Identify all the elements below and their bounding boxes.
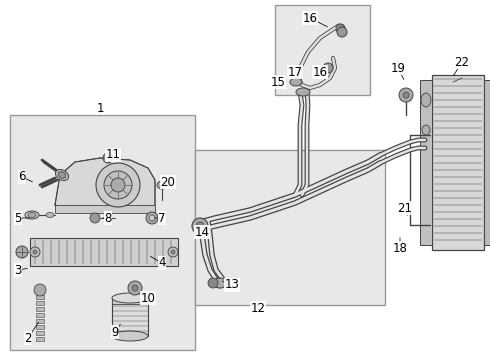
Bar xyxy=(10,115,195,350)
Bar xyxy=(36,307,44,311)
Circle shape xyxy=(96,163,140,207)
Ellipse shape xyxy=(157,181,167,189)
Text: 15: 15 xyxy=(270,76,286,89)
Circle shape xyxy=(90,213,100,223)
Bar xyxy=(112,298,148,304)
Ellipse shape xyxy=(213,278,227,288)
Text: 5: 5 xyxy=(14,211,22,225)
Text: 19: 19 xyxy=(391,62,406,75)
Text: 9: 9 xyxy=(111,325,119,338)
Circle shape xyxy=(403,92,409,98)
Bar xyxy=(112,298,148,336)
Circle shape xyxy=(337,27,347,37)
Circle shape xyxy=(34,284,46,296)
Bar xyxy=(36,301,44,305)
Ellipse shape xyxy=(112,293,148,303)
Text: 1: 1 xyxy=(96,102,104,114)
Bar xyxy=(36,331,44,335)
Text: 10: 10 xyxy=(141,292,155,305)
Ellipse shape xyxy=(55,170,69,181)
Text: 21: 21 xyxy=(397,202,413,215)
Bar xyxy=(36,325,44,329)
Ellipse shape xyxy=(296,88,310,96)
Text: 22: 22 xyxy=(455,55,469,68)
Ellipse shape xyxy=(421,93,431,107)
Text: 16: 16 xyxy=(302,12,318,24)
Ellipse shape xyxy=(422,125,430,135)
Circle shape xyxy=(104,171,132,199)
Circle shape xyxy=(336,24,344,32)
Bar xyxy=(275,5,370,95)
Ellipse shape xyxy=(28,212,36,217)
Text: 11: 11 xyxy=(105,148,121,162)
Text: 7: 7 xyxy=(158,211,166,225)
Polygon shape xyxy=(55,158,155,210)
Circle shape xyxy=(149,215,155,221)
Circle shape xyxy=(208,278,218,288)
Circle shape xyxy=(16,246,28,258)
Bar xyxy=(432,75,484,250)
Bar xyxy=(30,238,178,266)
Text: 2: 2 xyxy=(24,332,32,345)
Circle shape xyxy=(171,250,175,254)
Bar xyxy=(36,319,44,323)
Bar xyxy=(36,295,44,299)
Text: 4: 4 xyxy=(158,256,166,270)
Circle shape xyxy=(168,247,178,257)
Ellipse shape xyxy=(335,24,345,32)
Circle shape xyxy=(196,222,204,230)
Circle shape xyxy=(192,218,208,234)
Bar xyxy=(420,80,432,245)
Bar xyxy=(55,205,155,213)
Bar xyxy=(484,80,490,245)
Circle shape xyxy=(33,250,37,254)
Ellipse shape xyxy=(112,331,148,341)
Bar xyxy=(36,337,44,341)
Circle shape xyxy=(399,88,413,102)
Text: 17: 17 xyxy=(288,66,302,78)
Ellipse shape xyxy=(25,211,39,219)
Circle shape xyxy=(132,285,138,291)
Ellipse shape xyxy=(290,78,302,86)
Ellipse shape xyxy=(46,212,54,217)
Text: 13: 13 xyxy=(224,279,240,292)
Text: 3: 3 xyxy=(14,264,22,276)
Circle shape xyxy=(30,247,40,257)
Text: 8: 8 xyxy=(104,211,112,225)
Circle shape xyxy=(111,178,125,192)
Text: 12: 12 xyxy=(250,302,266,315)
Text: 20: 20 xyxy=(161,175,175,189)
Circle shape xyxy=(128,281,142,295)
Text: 16: 16 xyxy=(313,66,327,78)
Text: 14: 14 xyxy=(195,225,210,238)
Ellipse shape xyxy=(58,172,66,178)
Bar xyxy=(36,313,44,317)
Text: 6: 6 xyxy=(18,171,26,184)
Circle shape xyxy=(103,153,113,163)
Text: 18: 18 xyxy=(392,242,408,255)
Bar xyxy=(195,150,385,305)
Circle shape xyxy=(323,63,333,73)
Circle shape xyxy=(146,212,158,224)
